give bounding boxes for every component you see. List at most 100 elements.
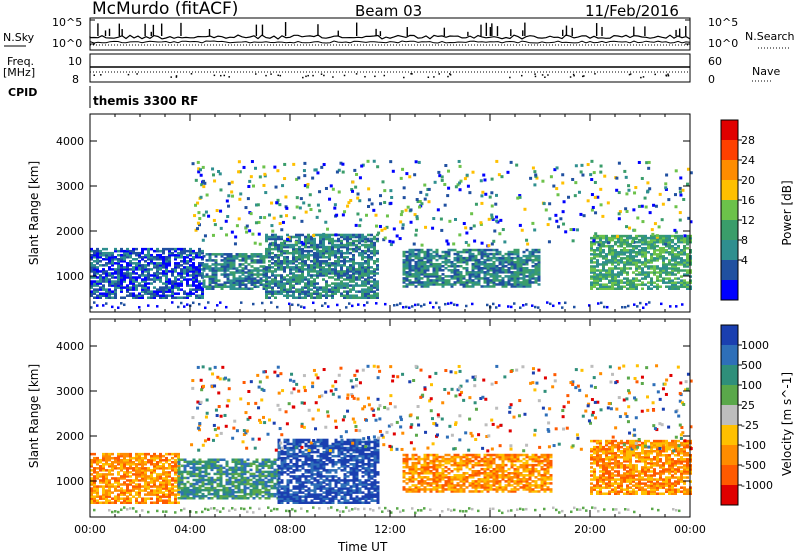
heatmap-cell	[210, 480, 214, 484]
heatmap-cell	[376, 284, 379, 287]
heatmap-cell	[132, 294, 135, 297]
heatmap-cell	[226, 259, 230, 262]
heatmap-cell	[256, 275, 260, 278]
heatmap-cell	[465, 173, 469, 177]
heatmap-cell	[225, 492, 229, 496]
heatmap-cell	[671, 283, 674, 286]
heatmap-cell	[474, 248, 478, 252]
heatmap-cell	[343, 210, 347, 214]
heatmap-cell	[247, 269, 251, 272]
heatmap-cell	[99, 465, 102, 468]
heatmap-cell	[623, 246, 626, 250]
heatmap-cell	[313, 286, 316, 289]
heatmap-cell	[641, 271, 644, 274]
heatmap-cell	[468, 252, 472, 256]
heatmap-cell	[262, 271, 266, 274]
heatmap-cell	[671, 253, 674, 256]
heatmap-cell	[629, 257, 632, 260]
heatmap-cell	[283, 262, 286, 265]
heatmap-cell	[420, 243, 424, 247]
freq-panel-frame	[89, 53, 691, 83]
heatmap-cell	[238, 255, 242, 258]
heatmap-cell	[513, 302, 516, 305]
heatmap-cell	[171, 296, 174, 299]
heatmap-cell	[328, 272, 331, 275]
heatmap-cell	[328, 235, 331, 239]
heatmap-cell	[364, 270, 367, 273]
heatmap-cell	[108, 294, 111, 297]
heatmap-cell	[376, 233, 379, 237]
heatmap-cell	[198, 462, 202, 466]
heatmap-cell	[117, 497, 120, 500]
heatmap-cell	[256, 279, 260, 282]
heatmap-cell	[90, 460, 93, 464]
heatmap-cell	[198, 302, 201, 306]
heatmap-cell	[183, 272, 186, 275]
heatmap-cell	[605, 240, 608, 244]
heatmap-cell	[334, 268, 337, 271]
heatmap-cell	[352, 258, 355, 261]
heatmap-cell	[331, 270, 334, 273]
heatmap-cell	[623, 169, 627, 173]
nave-dot	[449, 73, 451, 75]
heatmap-cell	[229, 265, 233, 268]
heatmap-cell	[120, 501, 123, 504]
heatmap-cell	[528, 269, 532, 272]
heatmap-cell	[426, 256, 430, 260]
heatmap-cell	[357, 507, 360, 511]
heatmap-cell	[495, 275, 499, 278]
heatmap-cell	[265, 249, 268, 253]
heatmap-cell	[208, 283, 212, 286]
heatmap-cell	[298, 280, 301, 283]
heatmap-cell	[681, 188, 685, 192]
heatmap-cell	[132, 507, 135, 510]
heatmap-cell	[147, 493, 150, 496]
heatmap-cell	[340, 253, 343, 257]
heatmap-cell	[204, 494, 208, 498]
heatmap-cell	[132, 481, 135, 484]
heatmap-cell	[590, 244, 593, 248]
heatmap-cell	[195, 462, 199, 466]
heatmap-cell	[611, 267, 614, 270]
heatmap-cell	[525, 285, 529, 288]
heatmap-cell	[237, 496, 241, 500]
heatmap-cell	[274, 233, 277, 237]
heatmap-cell	[274, 235, 277, 239]
heatmap-cell	[680, 240, 683, 244]
heatmap-cell	[331, 253, 334, 257]
heatmap-cell	[132, 460, 135, 464]
heatmap-cell	[202, 279, 206, 282]
heatmap-cell	[334, 278, 337, 281]
nave-dot	[411, 73, 413, 75]
heatmap-cell	[180, 472, 184, 476]
heatmap-cell	[367, 260, 370, 263]
heatmap-cell	[105, 495, 108, 498]
heatmap-cell	[268, 296, 271, 299]
heatmap-cell	[156, 274, 159, 277]
heatmap-cell	[93, 249, 96, 253]
heatmap-cell	[653, 222, 657, 226]
heatmap-cell	[207, 472, 211, 476]
heatmap-cell	[211, 277, 215, 280]
heatmap-cell	[620, 273, 623, 276]
heatmap-cell	[223, 253, 227, 256]
heatmap-cell	[603, 174, 607, 178]
heatmap-cell	[220, 263, 224, 266]
heatmap-cell	[150, 463, 153, 466]
heatmap-cell	[679, 176, 683, 180]
heatmap-cell	[686, 253, 689, 256]
heatmap-cell	[408, 281, 412, 284]
heatmap-cell	[246, 482, 250, 486]
heatmap-cell	[123, 249, 126, 253]
heatmap-cell	[349, 233, 352, 237]
heatmap-cell	[280, 280, 283, 283]
heatmap-cell	[325, 237, 328, 241]
heatmap-cell	[177, 475, 180, 478]
heatmap-cell	[93, 469, 96, 472]
heatmap-cell	[671, 279, 674, 282]
heatmap-cell	[138, 255, 141, 259]
heatmap-cell	[93, 497, 96, 500]
heatmap-cell	[507, 250, 511, 254]
heatmap-cell	[343, 243, 346, 247]
heatmap-cell	[246, 197, 250, 201]
